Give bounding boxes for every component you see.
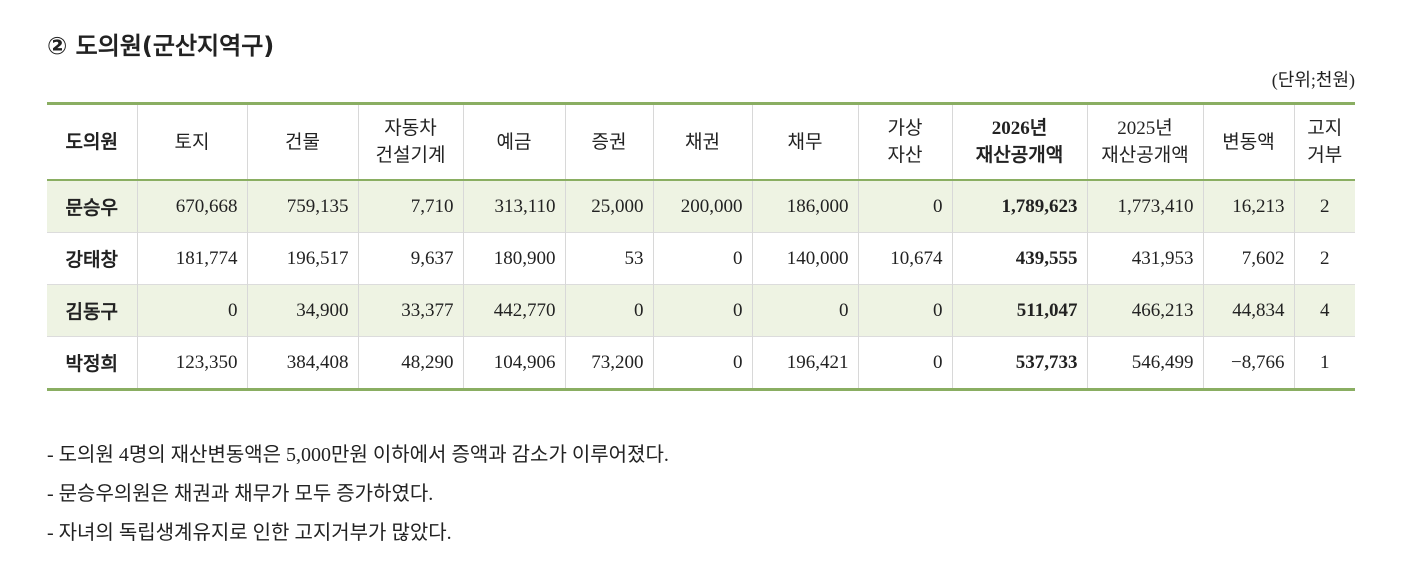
unit: (단위;천원) <box>1271 70 1355 90</box>
value-cell: 180,900 <box>462 232 565 285</box>
header-row: 도의원 토지 건물 자동차 건설기계 예금 증권 채권 채무 가상 자산 2026년 재산공개액 2… <box>47 103 1355 181</box>
value-cell: 16,213 <box>1202 179 1294 233</box>
value-cell: 537,733 <box>951 336 1087 390</box>
column-header: 고지 거부 <box>1293 103 1355 181</box>
value-cell: 511,047 <box>951 284 1087 337</box>
value-cell: 1,773,410 <box>1086 179 1203 233</box>
value-cell: 2 <box>1293 232 1355 285</box>
table-row: 김동구 0 34,900 33,377 442,770 0 0 0 0 511,047 466,21… <box>47 284 1355 337</box>
column-header: 채무 <box>751 103 858 181</box>
value-cell: 181,774 <box>136 232 247 285</box>
value-cell: 200,000 <box>652 179 752 233</box>
asset-table: 도의원 토지 건물 자동차 건설기계 예금 증권 채권 채무 가상 자산 2026년 재산공개액 2… <box>47 102 1355 391</box>
value-cell: 0 <box>857 284 952 337</box>
value-cell: 0 <box>857 336 952 390</box>
column-header: 자동차 건설기계 <box>357 103 463 181</box>
table-row: 박정희 123,350 384,408 48,290 104,906 73,200 0 196… <box>47 336 1355 390</box>
column-header: 증권 <box>564 103 653 181</box>
value-cell: 546,499 <box>1086 336 1203 390</box>
value-cell: 7,602 <box>1202 232 1294 285</box>
column-header: 토지 <box>136 103 247 181</box>
value-cell: 0 <box>136 284 247 337</box>
value-cell: 10,674 <box>857 232 952 285</box>
value-cell: 0 <box>857 179 952 233</box>
table-row: 문승우 670,668 759,135 7,710 313,110 25,000 200,0… <box>47 179 1355 233</box>
title: ② 도의원(군산지역구) <box>47 32 275 60</box>
value-cell: 0 <box>564 284 653 337</box>
value-cell: −8,766 <box>1202 336 1294 390</box>
value-cell: 73,200 <box>564 336 653 390</box>
value-cell: 4 <box>1293 284 1355 337</box>
value-cell: 439,555 <box>951 232 1087 285</box>
column-header: 변동액 <box>1202 103 1294 181</box>
value-cell: 196,421 <box>751 336 858 390</box>
name-cell: 김동구 <box>47 284 137 337</box>
value-cell: 1 <box>1293 336 1355 390</box>
table-body: 문승우 670,668 759,135 7,710 313,110 25,000 200,0… <box>47 179 1355 390</box>
column-header: 2025년 재산공개액 <box>1086 103 1203 181</box>
name-cell: 강태창 <box>47 232 137 285</box>
column-header: 건물 <box>246 103 358 181</box>
table-row: 강태창 181,774 196,517 9,637 180,900 53 0 140,000 1… <box>47 232 1355 285</box>
value-cell: 442,770 <box>462 284 565 337</box>
value-cell: 431,953 <box>1086 232 1203 285</box>
value-cell: 25,000 <box>564 179 653 233</box>
value-cell: 7,710 <box>357 179 463 233</box>
value-cell: 0 <box>652 232 752 285</box>
value-cell: 140,000 <box>751 232 858 285</box>
value-cell: 104,906 <box>462 336 565 390</box>
value-cell: 2 <box>1293 179 1355 233</box>
value-cell: 196,517 <box>246 232 358 285</box>
value-cell: 759,135 <box>246 179 358 233</box>
value-cell: 670,668 <box>136 179 247 233</box>
name-cell: 문승우 <box>47 179 137 233</box>
value-cell: 33,377 <box>357 284 463 337</box>
column-header: 2026년 재산공개액 <box>951 103 1087 181</box>
value-cell: 466,213 <box>1086 284 1203 337</box>
value-cell: 44,834 <box>1202 284 1294 337</box>
value-cell: 9,637 <box>357 232 463 285</box>
value-cell: 384,408 <box>246 336 358 390</box>
column-header: 도의원 <box>47 103 137 181</box>
value-cell: 0 <box>751 284 858 337</box>
column-header: 가상 자산 <box>857 103 952 181</box>
value-cell: 186,000 <box>751 179 858 233</box>
value-cell: 48,290 <box>357 336 463 390</box>
value-cell: 0 <box>652 284 752 337</box>
column-header: 채권 <box>652 103 752 181</box>
note: - 자녀의 독립생계유지로 인한 고지거부가 많았다. <box>47 522 452 544</box>
column-header: 예금 <box>462 103 565 181</box>
name-cell: 박정희 <box>47 336 137 390</box>
value-cell: 0 <box>652 336 752 390</box>
note: - 도의원 4명의 재산변동액은 5,000만원 이하에서 증액과 감소가 이루… <box>47 444 669 466</box>
value-cell: 123,350 <box>136 336 247 390</box>
value-cell: 53 <box>564 232 653 285</box>
value-cell: 313,110 <box>462 179 565 233</box>
value-cell: 34,900 <box>246 284 358 337</box>
value-cell: 1,789,623 <box>951 179 1087 233</box>
notes: - 도의원 4명의 재산변동액은 5,000만원 이하에서 증액과 감소가 이루… <box>47 436 669 553</box>
note: - 문승우의원은 채권과 채무가 모두 증가하였다. <box>47 483 434 505</box>
